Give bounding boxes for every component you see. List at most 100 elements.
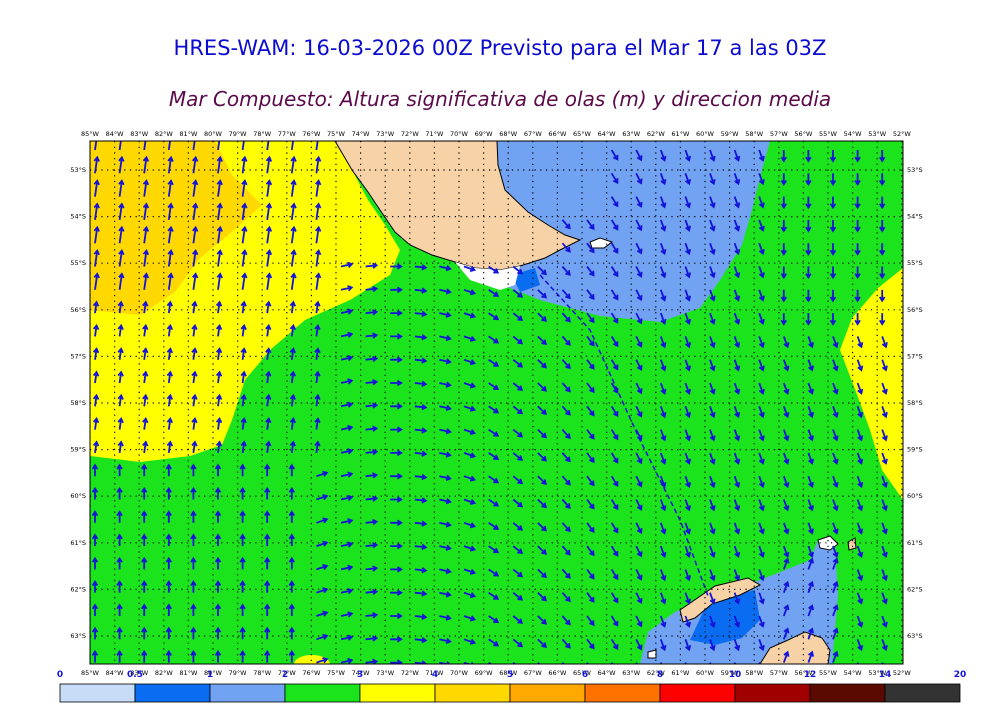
- direction-arrow-head: [347, 401, 354, 408]
- direction-arrow: [881, 522, 887, 534]
- direction-arrow: [881, 475, 887, 487]
- direction-arrow: [561, 359, 571, 369]
- direction-arrow-head: [421, 450, 428, 457]
- direction-arrow-head: [421, 264, 428, 271]
- direction-arrow-head: [709, 248, 716, 256]
- direction-arrow: [463, 615, 475, 621]
- direction-arrow-head: [445, 474, 452, 481]
- direction-arrow-head: [612, 364, 619, 371]
- lon-label: 81°W: [179, 130, 198, 138]
- direction-arrow-head: [347, 587, 354, 595]
- direction-arrow: [414, 591, 426, 595]
- direction-arrow-head: [265, 202, 273, 209]
- map-title: HRES-WAM: 16-03-2026 00Z Previsto para e…: [173, 36, 827, 60]
- direction-arrow-head: [372, 332, 379, 339]
- direction-arrow: [561, 568, 571, 579]
- lon-label: 57°W: [770, 130, 789, 138]
- direction-arrow-head: [167, 272, 174, 279]
- direction-arrow: [439, 358, 451, 363]
- direction-arrow-head: [589, 620, 595, 627]
- direction-arrow: [439, 405, 451, 410]
- direction-arrow: [488, 289, 499, 297]
- direction-arrow: [463, 498, 475, 504]
- direction-arrow-head: [117, 300, 124, 307]
- direction-arrow-head: [808, 528, 815, 535]
- direction-arrow-head: [322, 563, 329, 570]
- lon-label: 76°W: [302, 130, 321, 138]
- direction-arrow-head: [709, 528, 716, 535]
- direction-arrow: [659, 569, 666, 581]
- direction-arrow: [832, 545, 838, 557]
- direction-arrow-head: [421, 380, 428, 387]
- direction-arrow: [586, 242, 595, 253]
- direction-arrow: [561, 219, 571, 229]
- direction-arrow: [365, 334, 377, 338]
- direction-arrow-head: [142, 272, 150, 279]
- direction-arrow: [463, 382, 475, 388]
- direction-arrow-head: [469, 545, 477, 552]
- direction-arrow: [709, 196, 715, 208]
- direction-arrow: [463, 335, 475, 341]
- direction-arrow-head: [758, 621, 765, 628]
- colorbar-swatch: [284, 683, 361, 703]
- direction-arrow: [610, 382, 619, 393]
- direction-arrow-head: [829, 319, 837, 326]
- direction-arrow-head: [589, 410, 595, 417]
- direction-arrow-head: [314, 440, 321, 447]
- direction-arrow-head: [660, 551, 667, 559]
- direction-arrow-head: [808, 551, 815, 559]
- direction-arrow-head: [421, 427, 428, 434]
- direction-arrow: [635, 382, 642, 394]
- direction-arrow: [488, 428, 499, 437]
- colorbar-swatch: [134, 683, 211, 703]
- direction-arrow: [610, 172, 619, 184]
- direction-arrow-head: [517, 315, 524, 322]
- direction-arrow-head: [709, 412, 716, 419]
- direction-arrow-head: [190, 463, 197, 470]
- direction-arrow: [733, 242, 740, 254]
- direction-arrow-head: [445, 544, 452, 551]
- lon-label: 60°W: [696, 669, 715, 677]
- direction-arrow-head: [541, 642, 547, 649]
- direction-arrow-head: [118, 272, 125, 279]
- lon-label: 67°W: [524, 130, 543, 138]
- direction-arrow: [807, 429, 814, 441]
- direction-arrow: [586, 429, 595, 439]
- direction-arrow: [290, 302, 295, 314]
- longitude-labels-top: 85°W 84°W 83°W 82°W 81°W 80°W 79°W 78°W 77°W 76°W…: [81, 130, 911, 138]
- direction-arrow-head: [612, 527, 619, 534]
- direction-arrow-head: [141, 603, 148, 610]
- lon-label: 73°W: [376, 130, 395, 138]
- direction-arrow: [167, 180, 172, 197]
- direction-arrow: [316, 588, 328, 594]
- direction-arrow: [659, 172, 666, 184]
- direction-arrow-head: [469, 335, 477, 342]
- colorbar-label: 8: [657, 670, 663, 680]
- direction-arrow-head: [91, 580, 99, 586]
- direction-arrow-head: [469, 498, 477, 505]
- direction-arrow-head: [469, 312, 477, 319]
- direction-arrow-head: [421, 403, 428, 411]
- direction-arrow-head: [589, 457, 595, 464]
- direction-arrow-head: [660, 318, 667, 326]
- direction-arrow: [881, 452, 887, 464]
- direction-arrow-head: [565, 340, 571, 346]
- direction-arrow: [463, 521, 475, 528]
- direction-arrow: [635, 429, 642, 440]
- direction-arrow-head: [541, 618, 547, 625]
- direction-arrow-head: [565, 642, 571, 649]
- direction-arrow-head: [142, 248, 150, 256]
- direction-arrow-head: [734, 575, 741, 582]
- direction-arrow: [832, 558, 838, 570]
- direction-arrow-head: [240, 347, 247, 354]
- direction-arrow-head: [191, 300, 198, 307]
- direction-arrow-head: [190, 556, 197, 563]
- lon-label: 74°W: [352, 130, 371, 138]
- direction-arrow-head: [421, 310, 428, 318]
- direction-arrow: [365, 311, 377, 314]
- direction-arrow: [290, 418, 295, 430]
- direction-arrow-head: [347, 448, 354, 455]
- direction-arrow-head: [347, 331, 354, 338]
- direction-arrow-head: [660, 342, 667, 349]
- direction-arrow-head: [808, 580, 815, 587]
